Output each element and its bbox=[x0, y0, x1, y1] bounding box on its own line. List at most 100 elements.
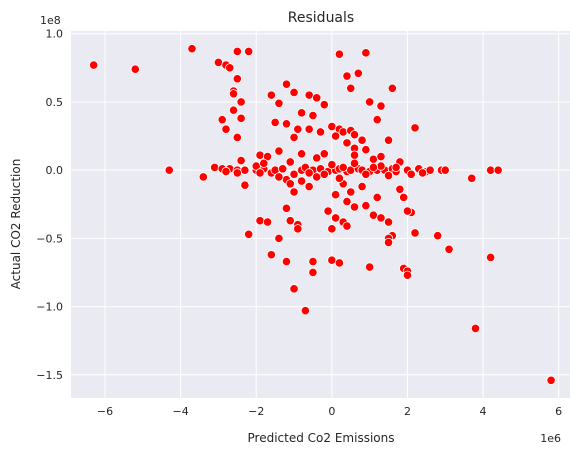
data-point bbox=[433, 231, 443, 241]
data-point bbox=[342, 138, 352, 148]
data-point bbox=[331, 213, 341, 223]
data-point bbox=[376, 151, 386, 162]
data-point bbox=[278, 164, 288, 174]
y-offset-label: 1e8 bbox=[40, 14, 61, 27]
data-point bbox=[365, 262, 375, 272]
chart-title: Residuals bbox=[288, 10, 354, 26]
data-point bbox=[368, 210, 379, 220]
y-tick-labels: 1.0 0.5 0.0 −0.5 −1.0 −1.5 bbox=[36, 28, 63, 382]
data-point bbox=[285, 179, 295, 189]
data-point bbox=[296, 149, 307, 159]
data-point bbox=[342, 71, 352, 81]
data-point bbox=[285, 157, 295, 167]
data-point bbox=[331, 190, 341, 200]
data-point bbox=[383, 171, 394, 181]
data-point bbox=[300, 306, 310, 316]
data-point bbox=[232, 46, 242, 57]
x-tick-label: −6 bbox=[97, 405, 113, 418]
data-point bbox=[410, 228, 420, 238]
data-point bbox=[228, 105, 239, 115]
data-point bbox=[319, 100, 329, 110]
data-point bbox=[349, 158, 360, 168]
data-point bbox=[217, 115, 227, 125]
data-point bbox=[486, 252, 496, 263]
data-point bbox=[164, 165, 174, 175]
data-point bbox=[244, 46, 254, 57]
data-point bbox=[232, 132, 242, 143]
data-point bbox=[187, 44, 197, 54]
x-tick-labels: −6 −4 −2 0 2 4 6 bbox=[97, 405, 562, 418]
data-point bbox=[372, 115, 382, 125]
x-tick-label: 0 bbox=[328, 405, 335, 418]
data-point bbox=[349, 202, 360, 212]
data-point bbox=[308, 256, 318, 267]
data-point bbox=[365, 97, 375, 107]
data-point bbox=[387, 83, 397, 93]
data-point bbox=[304, 181, 314, 192]
data-point bbox=[402, 206, 413, 216]
x-tick-label: −2 bbox=[248, 405, 264, 418]
data-point bbox=[221, 124, 231, 134]
data-point bbox=[349, 130, 360, 140]
x-axis-label: Predicted Co2 Emissions bbox=[248, 431, 395, 445]
data-point bbox=[281, 79, 292, 89]
data-point bbox=[486, 165, 496, 175]
data-point bbox=[467, 173, 477, 183]
data-point bbox=[327, 121, 337, 132]
data-point bbox=[281, 256, 292, 267]
data-point bbox=[274, 146, 284, 156]
data-point bbox=[255, 216, 265, 226]
data-point bbox=[372, 192, 382, 203]
data-point bbox=[221, 166, 231, 177]
y-tick-label: 0.0 bbox=[46, 164, 64, 177]
data-point bbox=[236, 97, 246, 107]
data-point bbox=[89, 60, 99, 70]
data-point bbox=[383, 135, 394, 145]
data-point bbox=[312, 93, 322, 103]
data-point bbox=[361, 145, 371, 155]
data-point bbox=[289, 169, 299, 179]
data-point bbox=[493, 165, 503, 175]
data-point bbox=[236, 113, 246, 123]
data-point bbox=[470, 323, 481, 334]
data-point bbox=[361, 169, 371, 179]
data-point bbox=[262, 151, 273, 162]
data-point bbox=[270, 117, 280, 128]
data-point bbox=[274, 98, 284, 108]
data-point bbox=[353, 68, 363, 78]
data-point bbox=[406, 169, 416, 179]
data-point bbox=[357, 181, 367, 192]
data-point bbox=[376, 213, 386, 223]
data-point bbox=[361, 201, 371, 211]
data-point bbox=[304, 168, 314, 178]
data-point bbox=[417, 168, 428, 178]
data-point bbox=[240, 165, 250, 175]
data-point bbox=[232, 168, 242, 178]
data-point bbox=[130, 64, 140, 74]
data-point bbox=[440, 165, 450, 175]
data-point bbox=[213, 57, 224, 67]
y-axis-label: Actual CO2 Reduction bbox=[9, 159, 23, 290]
data-point bbox=[338, 162, 348, 173]
data-point bbox=[266, 250, 276, 260]
data-point bbox=[281, 119, 292, 129]
y-tick-label: −1.0 bbox=[36, 301, 63, 314]
data-point bbox=[244, 229, 254, 239]
data-point bbox=[266, 90, 276, 100]
data-point bbox=[289, 87, 299, 97]
data-point bbox=[293, 224, 303, 234]
data-point bbox=[240, 180, 250, 190]
data-point bbox=[289, 132, 299, 143]
data-point bbox=[357, 135, 367, 145]
data-point bbox=[425, 165, 435, 175]
data-point bbox=[274, 233, 284, 243]
data-point bbox=[368, 154, 379, 164]
data-point bbox=[346, 83, 356, 93]
data-point bbox=[228, 89, 239, 99]
data-point bbox=[334, 173, 345, 183]
y-tick-label: 0.5 bbox=[46, 96, 64, 109]
x-tick-label: 6 bbox=[555, 405, 562, 418]
data-point bbox=[304, 124, 314, 134]
data-point bbox=[285, 216, 295, 226]
data-point bbox=[312, 172, 322, 182]
